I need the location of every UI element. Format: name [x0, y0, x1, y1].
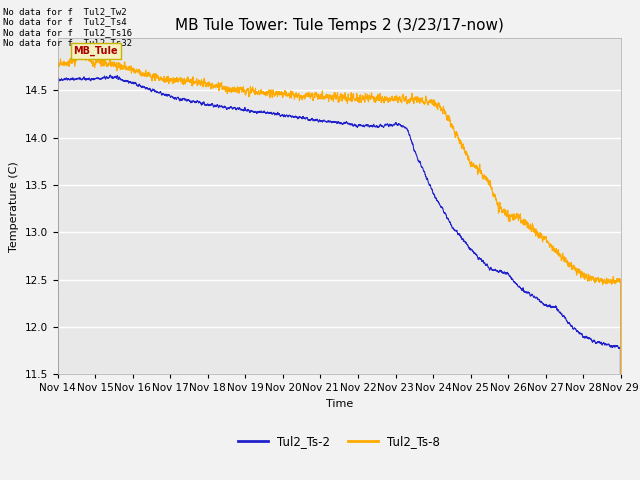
Tul2_Ts-8 — [269, 90, 277, 96]
Title: MB Tule Tower: Tule Temps 2 (3/23/17-now): MB Tule Tower: Tule Temps 2 (3/23/17-now… — [175, 18, 504, 33]
X-axis label: Time: Time — [326, 399, 353, 409]
Tul2_Ts-8 — [121, 65, 129, 71]
Line: Tul2_Ts-2: Tul2_Ts-2 — [58, 75, 621, 480]
Tul2_Ts-2 — [587, 336, 595, 342]
Tul2_Ts-8 — [587, 275, 595, 281]
Text: MB_Tule: MB_Tule — [74, 46, 118, 56]
Tul2_Ts-2 — [269, 110, 277, 116]
Tul2_Ts-2 — [406, 133, 414, 139]
Tul2_Ts-2 — [563, 317, 570, 323]
Tul2_Ts-2 — [121, 78, 129, 84]
Y-axis label: Temperature (C): Temperature (C) — [9, 161, 19, 252]
Tul2_Ts-8 — [563, 259, 570, 264]
Tul2_Ts-2 — [565, 320, 573, 325]
Line: Tul2_Ts-8: Tul2_Ts-8 — [58, 52, 621, 480]
Legend: Tul2_Ts-2, Tul2_Ts-8: Tul2_Ts-2, Tul2_Ts-8 — [234, 431, 445, 453]
Tul2_Ts-8 — [565, 260, 573, 265]
Tul2_Ts-8 — [406, 96, 414, 102]
Tul2_Ts-8 — [81, 49, 89, 55]
Tul2_Ts-2 — [107, 72, 115, 78]
Text: No data for f  Tul2_Tw2
No data for f  Tul2_Ts4
No data for f  Tul2_Ts16
No data: No data for f Tul2_Tw2 No data for f Tul… — [3, 7, 132, 48]
